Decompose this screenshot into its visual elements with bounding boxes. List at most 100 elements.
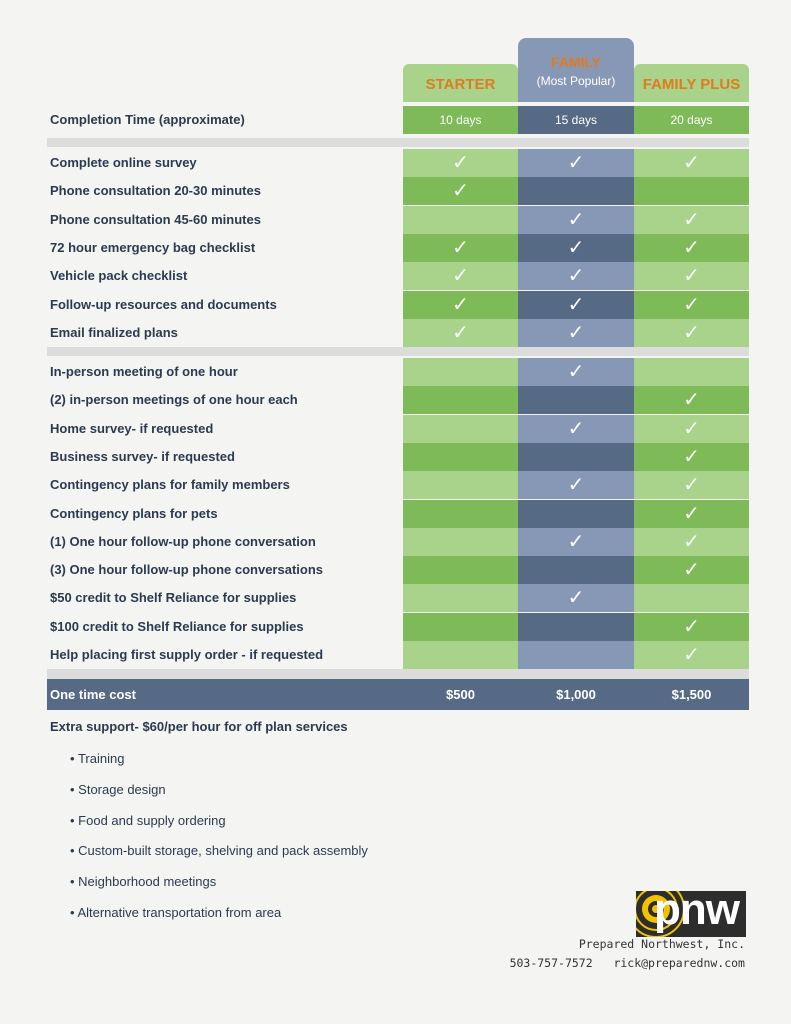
feature-label: Business survey- if requested [50, 448, 235, 464]
feature-cell-family [518, 386, 634, 415]
checkmark-icon: ✓ [683, 265, 700, 288]
section-divider [47, 138, 749, 147]
completion-time-starter: 10 days [403, 106, 518, 134]
feature-cell-family-plus: ✓ [634, 556, 749, 585]
plan-header-family: FAMILY (Most Popular) [518, 38, 634, 102]
plan-name-family: FAMILY [550, 54, 602, 70]
cost-family-plus: $1,500 [671, 687, 712, 702]
company-phone: 503-757-7572 [509, 956, 593, 970]
feature-cell-starter: ✓ [403, 262, 518, 291]
one-time-cost-label: One time cost [50, 687, 136, 702]
checkmark-icon: ✓ [567, 417, 585, 440]
checkmark-icon: ✓ [683, 321, 700, 344]
feature-cell-starter [403, 386, 518, 415]
feature-cell-starter [403, 641, 518, 669]
checkmark-icon: ✓ [452, 152, 469, 174]
one-time-cost-row: One time cost $500 $1,000 $1,500 [47, 679, 749, 710]
checkmark-icon: ✓ [567, 236, 585, 259]
feature-label: (3) One hour follow-up phone conversatio… [50, 562, 324, 578]
feature-label: $100 credit to Shelf Reliance for suppli… [50, 618, 304, 634]
feature-row: Business survey- if requested ✓ [47, 442, 749, 471]
feature-label: Vehicle pack checklist [50, 268, 188, 284]
feature-row: 72 hour emergency bag checklist ✓ ✓ ✓ [47, 233, 749, 262]
checkmark-icon: ✓ [452, 321, 469, 344]
company-email: rick@preparednw.com [613, 956, 745, 970]
feature-label: $50 credit to Shelf Reliance for supplie… [50, 590, 297, 606]
plan-subtitle-family: (Most Popular) [536, 74, 616, 88]
feature-cell-family: ✓ [518, 527, 634, 556]
feature-row: (2) in-person meetings of one hour each ✓ [47, 386, 749, 415]
checkmark-icon: ✓ [683, 502, 700, 525]
feature-cell-family: ✓ [518, 318, 634, 347]
feature-label: Phone consultation 20-30 minutes [50, 183, 261, 199]
feature-row: Phone consultation 20-30 minutes ✓ [47, 177, 749, 206]
feature-cell-family-plus: ✓ [634, 262, 749, 291]
feature-cell-family [518, 641, 634, 669]
contact-line: 503-757-7572 rick@preparednw.com [510, 956, 745, 970]
checkmark-icon: ✓ [683, 236, 700, 259]
feature-cell-family-plus: ✓ [634, 414, 749, 443]
checkmark-icon: ✓ [683, 208, 700, 231]
feature-cell-family [518, 177, 634, 206]
extra-support-item: Storage design [70, 775, 368, 806]
feature-cell-starter: ✓ [403, 318, 518, 347]
checkmark-icon: ✓ [452, 265, 469, 288]
checkmark-icon: ✓ [567, 293, 585, 316]
cost-family: $1,000 [556, 687, 596, 702]
feature-cell-family: ✓ [518, 233, 634, 262]
feature-cell-family-plus [634, 177, 749, 206]
checkmark-icon: ✓ [683, 389, 700, 412]
feature-cell-family: ✓ [518, 584, 634, 613]
feature-row: Phone consultation 45-60 minutes ✓ ✓ [47, 205, 749, 234]
checkmark-icon: ✓ [567, 265, 585, 288]
feature-row: Contingency plans for pets ✓ [47, 499, 749, 528]
feature-cell-starter: ✓ [403, 290, 518, 319]
feature-row: Contingency plans for family members ✓ ✓ [47, 471, 749, 500]
feature-cell-starter: ✓ [403, 149, 518, 177]
feature-label: Contingency plans for pets [50, 505, 218, 521]
extra-support-item: Training [70, 744, 368, 775]
feature-label: 72 hour emergency bag checklist [50, 239, 256, 255]
feature-cell-family-plus: ✓ [634, 612, 749, 641]
feature-label: Contingency plans for family members [50, 477, 290, 493]
checkmark-icon: ✓ [683, 293, 700, 316]
feature-row: (3) One hour follow-up phone conversatio… [47, 556, 749, 585]
feature-cell-starter [403, 499, 518, 528]
feature-cell-starter [403, 358, 518, 386]
checkmark-icon: ✓ [567, 361, 585, 383]
logo-text: pnw [654, 885, 740, 934]
feature-cell-family [518, 499, 634, 528]
feature-cell-family-plus: ✓ [634, 205, 749, 234]
section-divider [47, 669, 749, 679]
checkmark-icon: ✓ [683, 445, 700, 468]
feature-cell-starter [403, 205, 518, 234]
feature-label: Help placing first supply order - if req… [50, 647, 324, 662]
feature-cell-family [518, 612, 634, 641]
feature-cell-starter: ✓ [403, 233, 518, 262]
feature-cell-family-plus: ✓ [634, 233, 749, 262]
feature-label: (2) in-person meetings of one hour each [50, 392, 298, 408]
checkmark-icon: ✓ [567, 152, 585, 174]
feature-row: Email finalized plans ✓ ✓ ✓ [47, 318, 749, 347]
extra-support-list: Training Storage design Food and supply … [70, 744, 368, 929]
feature-row: Complete online survey ✓ ✓ ✓ [47, 149, 749, 177]
feature-cell-family [518, 442, 634, 471]
checkmark-icon: ✓ [683, 152, 700, 174]
feature-label: Follow-up resources and documents [50, 296, 277, 312]
feature-cell-family-plus: ✓ [634, 527, 749, 556]
feature-row: $100 credit to Shelf Reliance for suppli… [47, 612, 749, 641]
feature-cell-family: ✓ [518, 290, 634, 319]
feature-row: (1) One hour follow-up phone conversatio… [47, 527, 749, 556]
feature-cell-starter [403, 527, 518, 556]
checkmark-icon: ✓ [683, 644, 700, 666]
feature-cell-family-plus: ✓ [634, 499, 749, 528]
feature-cell-family-plus: ✓ [634, 471, 749, 500]
feature-label: In-person meeting of one hour [50, 364, 238, 379]
feature-row: Help placing first supply order - if req… [47, 641, 749, 669]
extra-support-item: Neighborhood meetings [70, 867, 368, 898]
feature-cell-family [518, 556, 634, 585]
checkmark-icon: ✓ [452, 180, 469, 203]
feature-cell-family-plus: ✓ [634, 290, 749, 319]
completion-time-row: Completion Time (approximate) 10 days 15… [47, 106, 749, 134]
extra-support-heading: Extra support- $60/per hour for off plan… [50, 719, 348, 734]
